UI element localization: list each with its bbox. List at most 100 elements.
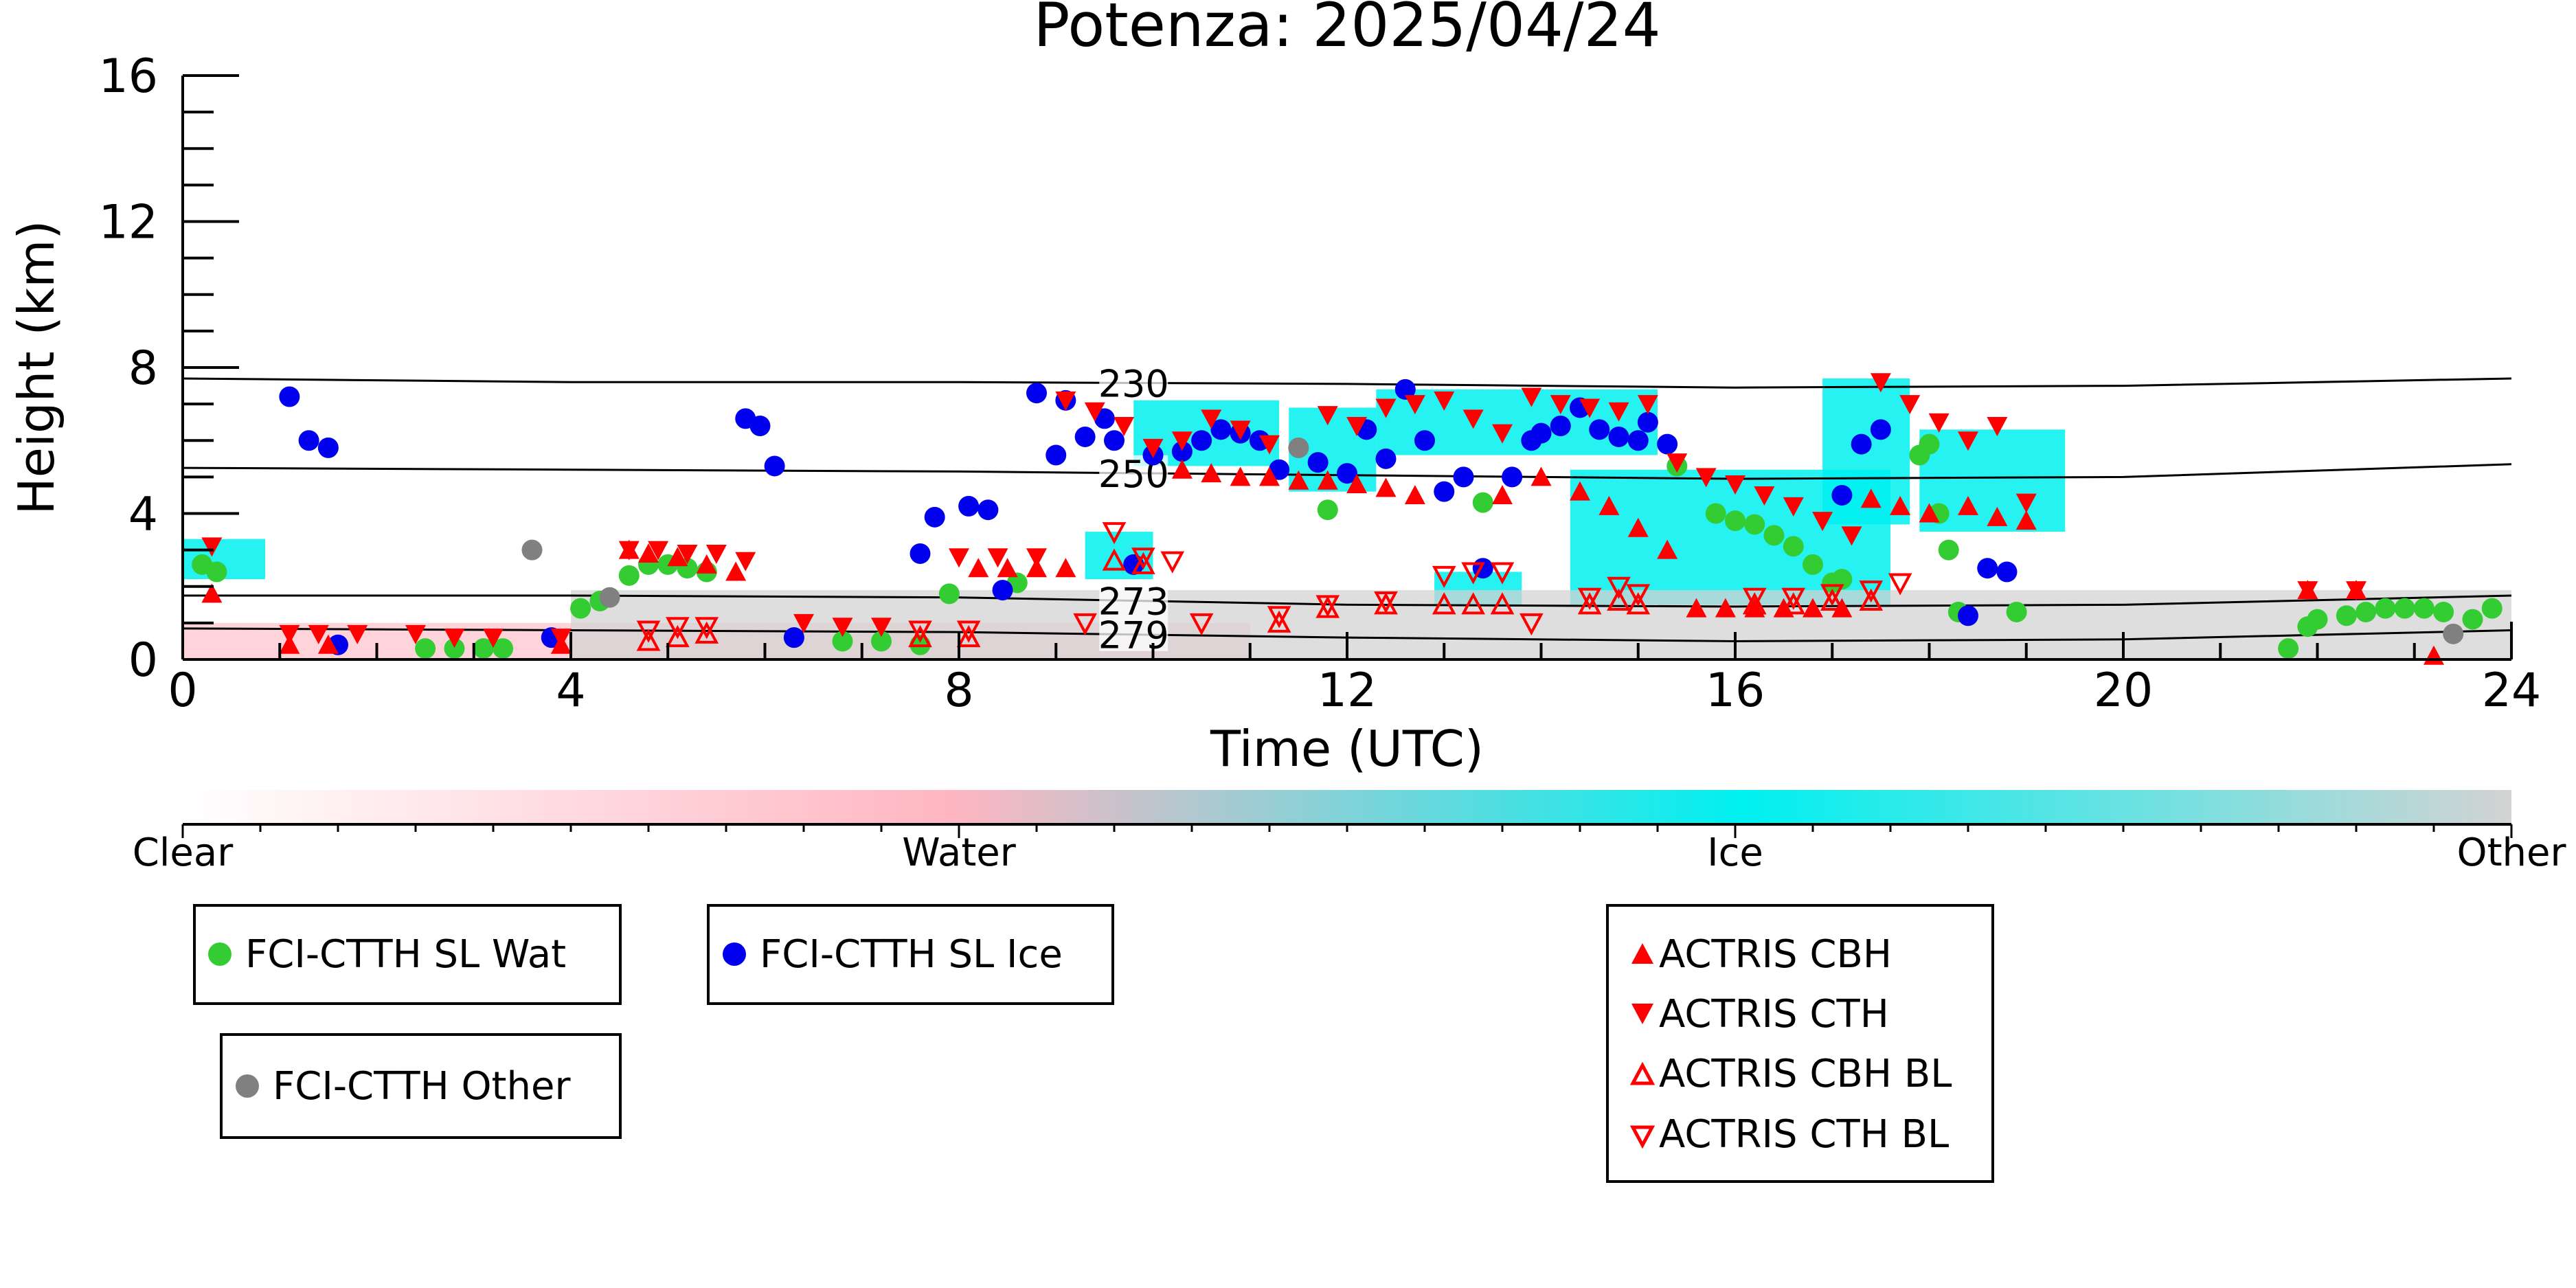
- point-fci-ctth-sl-wat: [871, 631, 892, 652]
- point-actris-cbh: [1598, 495, 1620, 515]
- legend-frame: [1606, 904, 1994, 1183]
- point-fci-ctth-sl-ice: [764, 455, 785, 477]
- isotherm-label-bg: [1099, 616, 1168, 651]
- point-fci-ctth-sl-ice: [909, 543, 931, 564]
- point-fci-ctth-sl-wat: [206, 561, 227, 583]
- point-actris-cbh: [638, 543, 659, 563]
- point-fci-ctth-sl-ice: [298, 430, 319, 451]
- point-actris-cbh: [1627, 517, 1649, 537]
- point-fci-ctth-sl-ice: [1094, 408, 1115, 429]
- point-fci-ctth-sl-wat: [1803, 554, 1823, 575]
- point-actris-cth-bl: [1315, 595, 1340, 618]
- point-actris-cbh: [1404, 484, 1425, 504]
- point-actris-cth: [1201, 409, 1222, 429]
- point-actris-cbh-bl: [1742, 592, 1767, 615]
- x-tick-label: 20: [2094, 664, 2154, 718]
- point-actris-cbh: [1803, 598, 1823, 618]
- point-actris-cbh: [1259, 466, 1280, 486]
- point-actris-cbh: [968, 558, 989, 578]
- point-fci-ctth-sl-wat: [2462, 609, 2483, 630]
- legend-actris: ACTRIS CBH ACTRIS CTH ACTRIS CBH BL ACTR…: [1606, 904, 1994, 1183]
- point-actris-cbh-bl: [666, 624, 690, 648]
- point-actris-cth-bl: [1432, 565, 1456, 589]
- colorbar-label-ice: Ice: [1707, 831, 1763, 875]
- point-fci-ctth-sl-wat: [1472, 492, 1493, 513]
- legend-other: FCI-CTTH Other: [220, 1033, 622, 1139]
- point-actris-cbh: [696, 554, 717, 574]
- point-fci-ctth-sl-wat: [1705, 503, 1726, 524]
- point-fci-ctth-sl-ice: [1026, 383, 1047, 404]
- point-fci-ctth-sl-ice: [1550, 416, 1571, 436]
- legend-water: FCI-CTTH SL Wat: [193, 904, 622, 1005]
- point-actris-cth: [1434, 391, 1455, 411]
- point-fci-ctth-sl-ice: [1453, 466, 1474, 488]
- point-actris-cth-bl: [1374, 591, 1398, 614]
- isotherm-label: 230: [1098, 362, 1169, 405]
- point-actris-cth: [1812, 512, 1833, 532]
- point-actris-cth: [1462, 409, 1484, 429]
- point-fci-ctth-sl-wat: [2006, 601, 2027, 622]
- point-actris-cth: [1492, 424, 1513, 444]
- x-tick-label: 12: [1318, 664, 1377, 718]
- point-actris-cbh: [725, 561, 747, 581]
- point-fci-ctth-sl-ice: [1637, 411, 1658, 433]
- point-actris-cbh: [1958, 495, 1978, 515]
- point-actris-cth: [1230, 420, 1251, 440]
- point-fci-ctth-sl-wat: [2413, 598, 2434, 619]
- point-actris-cth-bl: [908, 620, 932, 643]
- point-fci-ctth-sl-wat: [2307, 609, 2328, 630]
- point-actris-cth: [1375, 398, 1397, 418]
- point-actris-cbh-bl: [1577, 592, 1602, 615]
- isotherm-line: [183, 594, 2511, 608]
- legend-ice: FCI-CTTH SL Ice: [707, 904, 1114, 1005]
- point-fci-ctth-sl-ice: [1046, 444, 1067, 466]
- point-actris-cbh: [1230, 466, 1251, 486]
- point-fci-ctth-sl-ice: [1958, 605, 1978, 626]
- point-fci-ctth-sl-ice: [1589, 419, 1610, 440]
- point-actris-cth-bl: [694, 617, 719, 640]
- point-fci-ctth-sl-ice: [1337, 463, 1357, 484]
- point-actris-cth: [1928, 413, 1950, 433]
- isotherm-label: 273: [1098, 580, 1169, 623]
- x-tick-label: 0: [168, 664, 197, 718]
- point-actris-cbh: [1055, 558, 1076, 578]
- point-fci-ctth-sl-wat: [415, 638, 436, 659]
- point-fci-ctth-sl-ice: [1530, 422, 1552, 444]
- point-actris-cth: [618, 541, 640, 561]
- point-fci-ctth-sl-wat: [2336, 605, 2357, 626]
- legend-frame: [220, 1033, 622, 1139]
- point-fci-ctth-sl-ice: [1851, 433, 1872, 455]
- point-actris-cth-bl: [1781, 587, 1806, 610]
- point-actris-cbh: [1530, 466, 1552, 486]
- point-actris-cth: [1084, 402, 1105, 422]
- point-actris-cth: [1259, 435, 1280, 455]
- point-actris-cth: [705, 544, 727, 564]
- legend-label-other: FCI-CTTH Other: [273, 1064, 571, 1109]
- point-actris-cbh: [317, 634, 339, 654]
- point-actris-cth: [1958, 431, 1978, 451]
- point-actris-cth: [648, 541, 669, 561]
- point-actris-cth: [279, 624, 300, 644]
- point-fci-ctth-sl-wat: [1938, 539, 1959, 561]
- point-actris-cbh: [1686, 598, 1707, 618]
- point-actris-cbh: [1201, 463, 1222, 483]
- point-fci-ctth-sl-ice: [749, 416, 771, 436]
- point-actris-cth: [1695, 468, 1717, 488]
- point-fci-ctth-other: [521, 539, 543, 561]
- point-actris-cth-bl: [666, 617, 690, 640]
- point-actris-cbh-bl: [636, 629, 661, 651]
- point-actris-cbh-bl: [1102, 548, 1127, 571]
- point-actris-cbh-bl: [1607, 588, 1631, 611]
- point-actris-cth: [1404, 395, 1425, 415]
- point-actris-cth: [1026, 548, 1047, 568]
- point-fci-ctth-sl-ice: [317, 437, 339, 458]
- y-axis-label: Height (km): [8, 221, 65, 515]
- point-actris-cth: [308, 624, 329, 644]
- point-actris-cth: [1171, 431, 1193, 451]
- point-actris-cth-bl: [1073, 613, 1097, 636]
- point-fci-ctth-sl-wat: [832, 631, 853, 652]
- point-actris-cth: [677, 544, 698, 564]
- point-actris-cth: [2015, 493, 2037, 513]
- point-actris-cth: [1899, 395, 1921, 415]
